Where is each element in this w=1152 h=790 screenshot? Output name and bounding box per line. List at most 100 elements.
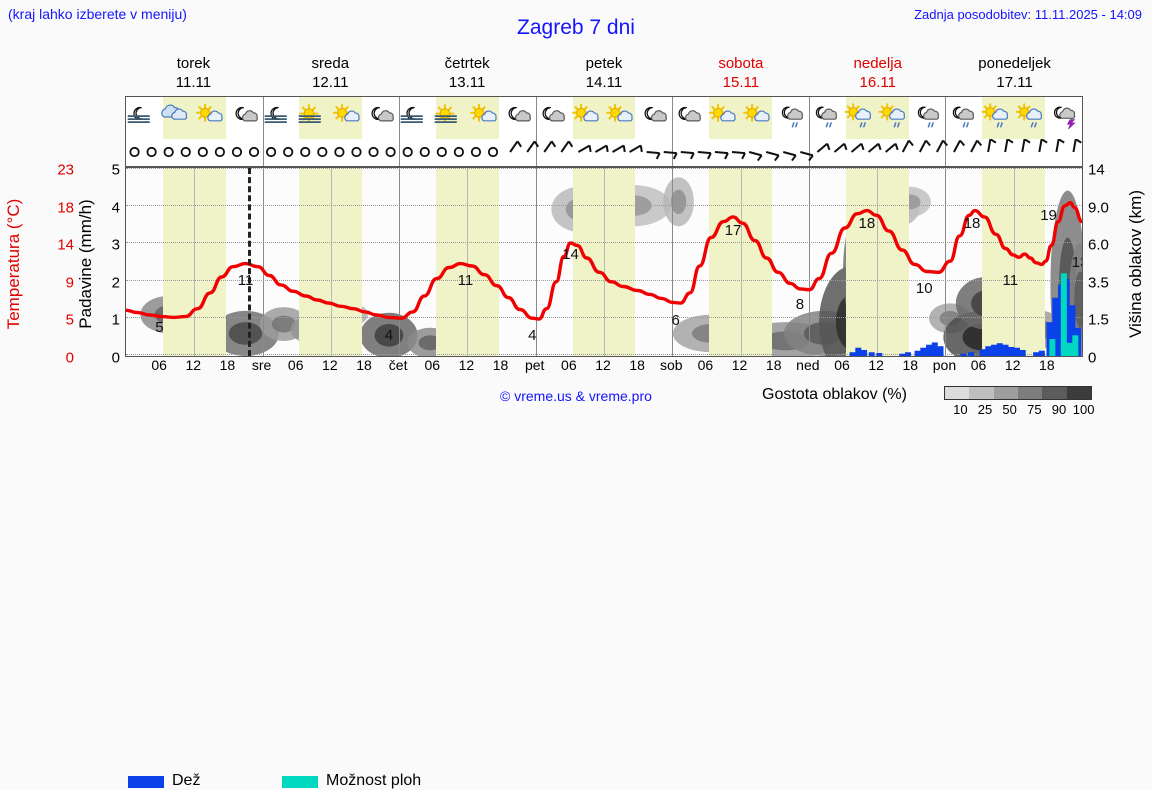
x-tick-label: 06 [287,357,304,373]
day-name: sobota [718,55,764,72]
rain-bar [905,352,912,356]
cldaxis-tick: 9.0 [1088,199,1109,217]
day-name: četrtek [444,55,490,72]
daylight-band [162,168,226,356]
cloudheight-axis-label-text: Višina oblakov (km) [1126,189,1145,339]
day-header-4: sobota 15.11 [672,52,809,94]
weather-icon-sun-cloud [570,103,604,131]
current-time-line [248,168,252,356]
precipitation-axis-label: Padavine (mm/h) [74,168,98,360]
rain-bar [1008,346,1015,356]
temperature-label: 19 [1040,206,1057,224]
day-header-1: sreda 12.11 [262,52,399,94]
x-axis-ticks: 06 12 18 sre 06 12 18 čet 06 12 18 pet 06 12 18 sob 06 12… [125,357,1083,379]
day-name: torek [176,55,211,72]
temperature-label: 13 [1071,254,1082,272]
gridline [126,168,1082,169]
precaxis-tick: 4 [111,199,120,217]
x-tick-label: pon [932,357,957,373]
day-name: nedelja [853,55,902,72]
gridline [126,205,1082,207]
x-tick-label: 18 [765,357,782,373]
day-separator [262,97,264,139]
day-separator [945,97,947,139]
weather-icon-moon-fog [399,103,433,131]
weather-icon-sun-rain [1014,103,1048,131]
temperature-label: 11 [1002,271,1019,289]
temperature-curve [126,201,1082,321]
day-header-0: torek 11.11 [125,52,262,94]
weather-icon-moon-rain [809,103,843,131]
wind-barb-row [125,139,1083,167]
rain-bar [937,346,944,356]
tempaxis-tick: 0 [65,349,74,367]
day-header-6: ponedeljek 17.11 [946,52,1083,94]
weather-icon-sun-cloud [707,103,741,131]
weather-icon-moon-rain [775,103,809,131]
rain-bar [985,346,992,356]
cldaxis-tick: 6.0 [1088,236,1109,254]
cloud-blob [670,189,687,215]
weather-icon-row [125,96,1083,139]
cloud-density-tick: 25 [977,402,993,417]
cloud-density-step [1042,387,1067,399]
rain-bar [1069,305,1076,356]
precipitation-axis-label-text: Padavine (mm/h) [76,199,95,329]
temperature-label: 8 [795,295,805,313]
weather-icon-sun-cloud [468,103,502,131]
tempaxis-tick: 23 [57,161,74,179]
day-name: petek [585,55,623,72]
day-date: 13.11 [448,74,486,91]
cloud-density-tick: 10 [953,402,968,417]
tempaxis-tick: 18 [57,199,74,217]
weather-icon-moon-fog [263,103,297,131]
halfday-separator [330,168,332,356]
rain-bar [979,349,986,356]
cldaxis-tick: 1.5 [1088,311,1109,329]
forecast-plot: 5 11 4 11 4 14 6 17 8 18 10 18 11 19 13 [125,167,1083,357]
x-tick-label: 18 [1039,357,1055,373]
weather-icon-sun-cloud [331,103,365,131]
temperature-label: 10 [915,279,933,297]
temperature-label: 14 [562,246,579,264]
x-tick-label: sre [251,357,272,373]
x-tick-label: 06 [424,357,441,373]
cloud-density-step [993,387,1018,399]
cloud-density-tick: 100 [1072,402,1095,417]
weather-icon-cloud-overcast [160,103,194,131]
precaxis-tick: 5 [111,161,120,179]
x-tick-label: 06 [970,357,987,373]
precaxis-tick: 1 [111,311,120,329]
day-date: 15.11 [722,74,760,91]
rain-bar [855,347,862,356]
weather-icon-sun-cloud [604,103,638,131]
rain-bar [868,352,875,356]
temperature-label: 18 [963,214,981,232]
gridline [126,242,1082,244]
halfday-separator [604,168,605,356]
x-tick-label: 18 [902,357,919,373]
wind-barbs [129,139,1082,162]
cloud-density-step [1066,387,1091,399]
gridline [126,316,1082,318]
day-separator [535,139,537,166]
temperature-label: 4 [384,327,394,345]
temperature-axis-label-text: Temperatura (°C) [4,198,23,330]
weather-icon-moon-fog [126,103,160,131]
day-date: 12.11 [312,74,349,91]
x-tick-label: 06 [151,357,167,373]
cldaxis-tick: 3.5 [1088,274,1109,292]
halfday-separator [877,168,879,356]
cloud-density-scale-ticks: 10 25 50 75 90 100 [938,402,1098,420]
last-updated: Zadnja posodobitev: 11.11.2025 - 14:09 [914,7,1142,22]
weather-icon-sun-fog [433,103,467,131]
weather-icon-moon-cloud [536,103,570,131]
weather-icon-moon-rain [946,103,980,131]
weather-icon-sun-fog [297,103,331,131]
rain-legend-swatch [128,776,164,788]
temperature-label: 11 [237,271,254,289]
cloud-density-step [945,387,970,399]
temperature-label: 17 [724,222,742,240]
showers-bar [1072,335,1079,356]
cloud-blob [374,324,404,347]
